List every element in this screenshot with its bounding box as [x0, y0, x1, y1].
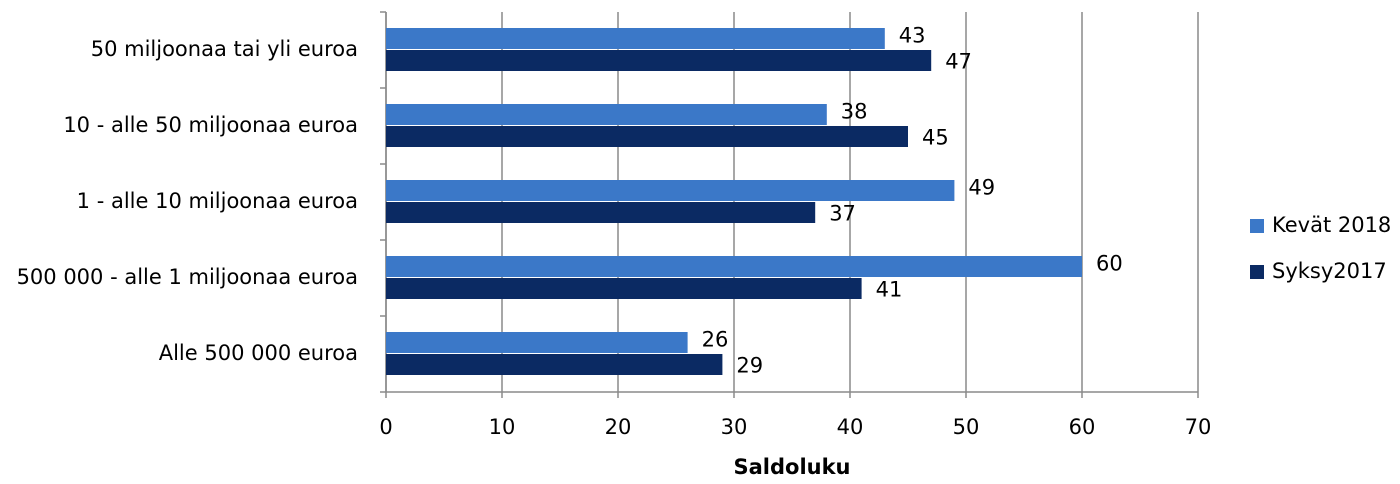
value-label: 26 — [702, 328, 729, 352]
x-tick-label: 0 — [379, 415, 392, 439]
legend-label: Kevät 2018 — [1272, 213, 1391, 237]
y-tick-label: 10 - alle 50 miljoonaa euroa — [63, 113, 358, 137]
value-label: 37 — [829, 202, 856, 226]
x-tick-label: 70 — [1185, 415, 1212, 439]
value-label: 60 — [1096, 252, 1123, 276]
bar — [386, 104, 827, 125]
x-axis-label: Saldoluku — [733, 455, 850, 479]
bar — [386, 28, 885, 49]
x-tick-label: 10 — [489, 415, 516, 439]
x-tick-label: 20 — [605, 415, 632, 439]
y-tick-label: 50 miljoonaa tai yli euroa — [91, 37, 358, 61]
x-tick-label: 30 — [721, 415, 748, 439]
value-label: 43 — [899, 24, 926, 48]
legend-swatch — [1250, 265, 1264, 279]
value-label: 45 — [922, 126, 949, 150]
bar — [386, 256, 1082, 277]
y-tick-label: Alle 500 000 euroa — [159, 341, 358, 365]
bar — [386, 202, 816, 223]
bar — [386, 50, 932, 71]
value-label: 29 — [736, 354, 763, 378]
legend-label: Syksy2017 — [1272, 259, 1387, 283]
x-tick-label: 40 — [837, 415, 864, 439]
y-tick-label: 500 000 - alle 1 miljoonaa euroa — [17, 265, 358, 289]
x-tick-label: 60 — [1069, 415, 1096, 439]
value-label: 47 — [945, 50, 972, 74]
bar — [386, 354, 723, 375]
value-label: 41 — [876, 278, 903, 302]
bar — [386, 332, 688, 353]
value-label: 49 — [968, 176, 995, 200]
bar — [386, 180, 955, 201]
y-tick-label: 1 - alle 10 miljoonaa euroa — [77, 189, 358, 213]
bar — [386, 278, 862, 299]
legend-swatch — [1250, 219, 1264, 233]
x-tick-label: 50 — [953, 415, 980, 439]
bar — [386, 126, 908, 147]
value-label: 38 — [841, 100, 868, 124]
